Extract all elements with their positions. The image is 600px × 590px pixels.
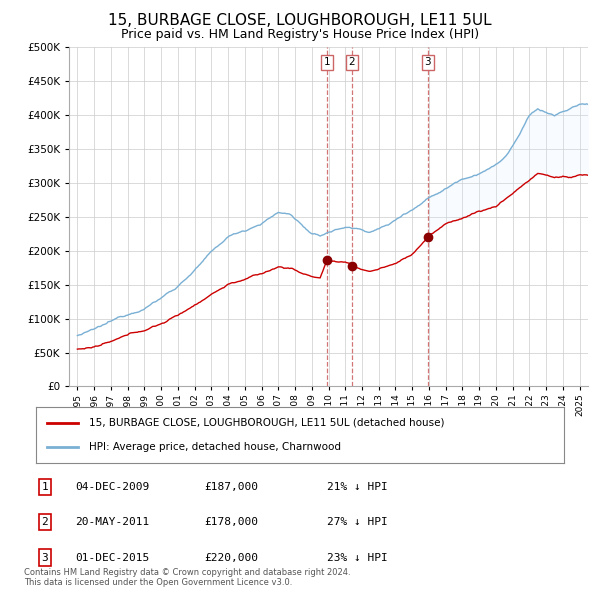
Text: £178,000: £178,000 xyxy=(204,517,258,527)
Text: Price paid vs. HM Land Registry's House Price Index (HPI): Price paid vs. HM Land Registry's House … xyxy=(121,28,479,41)
Text: 1: 1 xyxy=(41,482,49,491)
Text: 1: 1 xyxy=(324,57,331,67)
Text: 3: 3 xyxy=(41,553,49,562)
Text: 2: 2 xyxy=(41,517,49,527)
Text: Contains HM Land Registry data © Crown copyright and database right 2024.
This d: Contains HM Land Registry data © Crown c… xyxy=(24,568,350,587)
Text: HPI: Average price, detached house, Charnwood: HPI: Average price, detached house, Char… xyxy=(89,442,341,453)
Text: 04-DEC-2009: 04-DEC-2009 xyxy=(75,482,149,491)
Text: 2: 2 xyxy=(348,57,355,67)
Text: 20-MAY-2011: 20-MAY-2011 xyxy=(75,517,149,527)
Text: 23% ↓ HPI: 23% ↓ HPI xyxy=(327,553,388,562)
Text: 27% ↓ HPI: 27% ↓ HPI xyxy=(327,517,388,527)
Text: 21% ↓ HPI: 21% ↓ HPI xyxy=(327,482,388,491)
Text: 3: 3 xyxy=(424,57,431,67)
Text: £187,000: £187,000 xyxy=(204,482,258,491)
Text: 15, BURBAGE CLOSE, LOUGHBOROUGH, LE11 5UL (detached house): 15, BURBAGE CLOSE, LOUGHBOROUGH, LE11 5U… xyxy=(89,418,444,428)
Text: 15, BURBAGE CLOSE, LOUGHBOROUGH, LE11 5UL: 15, BURBAGE CLOSE, LOUGHBOROUGH, LE11 5U… xyxy=(108,13,492,28)
Text: 01-DEC-2015: 01-DEC-2015 xyxy=(75,553,149,562)
Text: £220,000: £220,000 xyxy=(204,553,258,562)
